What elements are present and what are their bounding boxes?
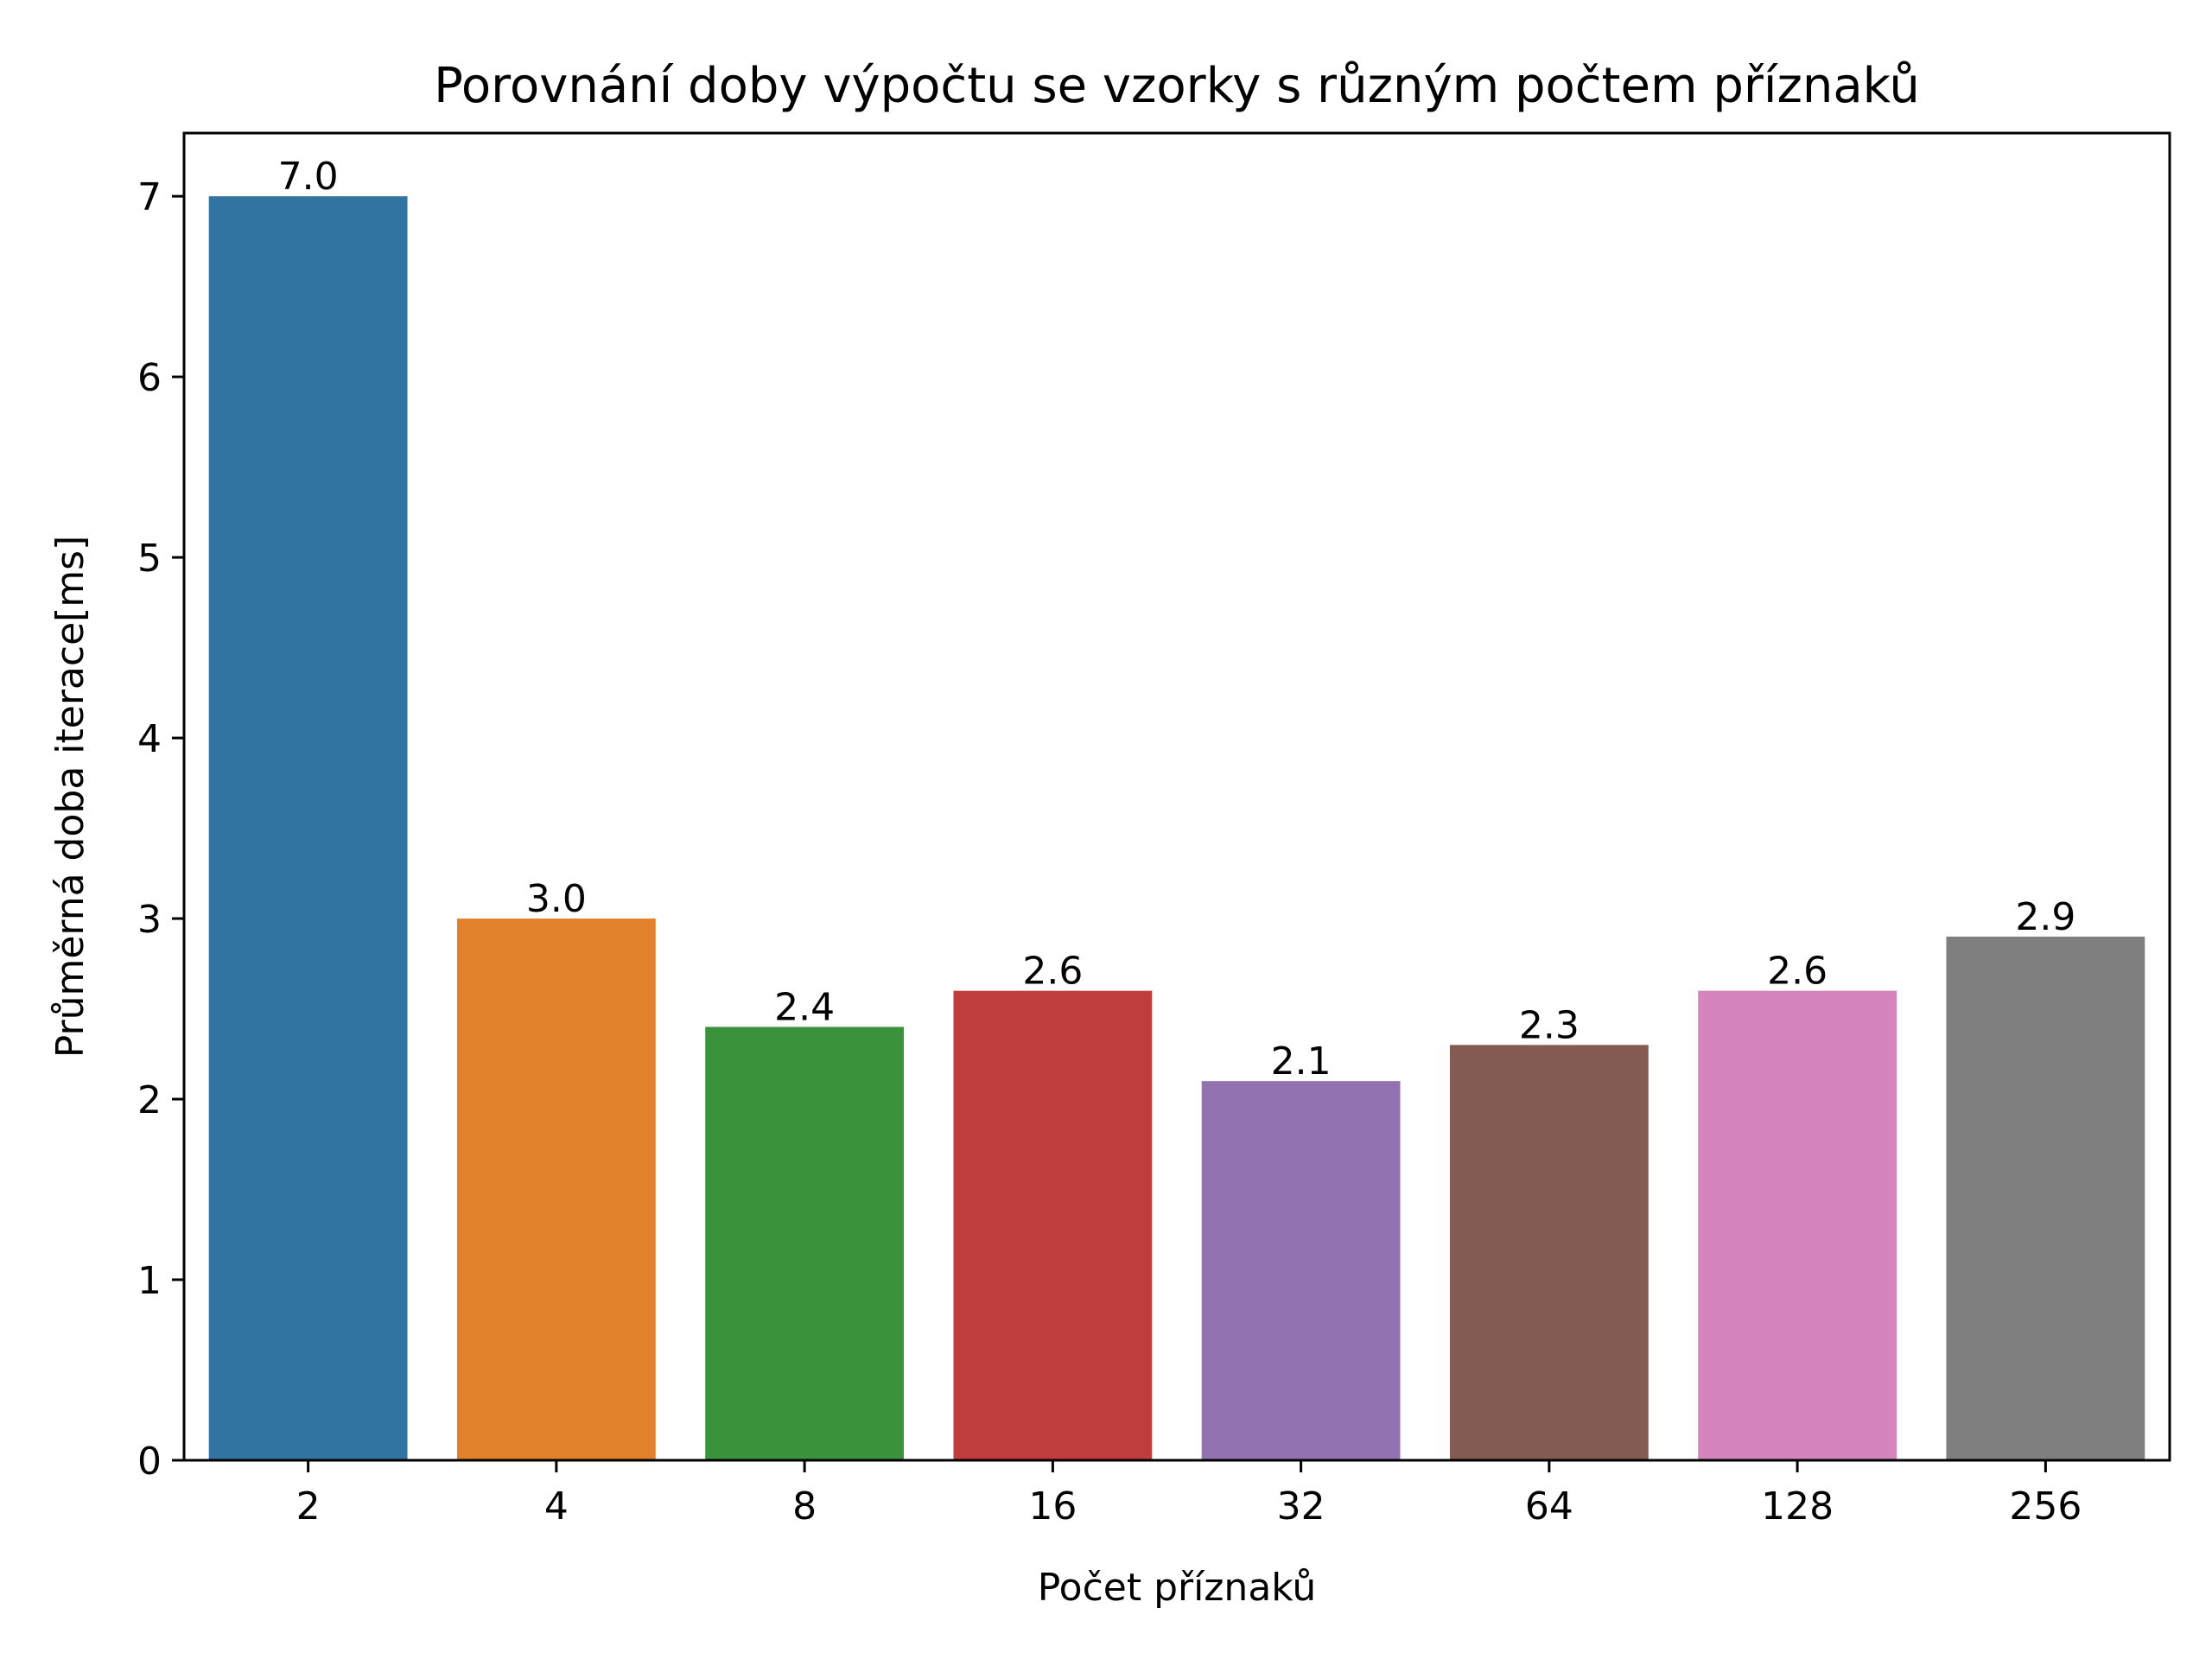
x-tick-label: 128 (1761, 1484, 1834, 1529)
value-label: 2.6 (1022, 950, 1083, 994)
value-label: 2.9 (2015, 895, 2075, 939)
x-tick-label: 32 (1277, 1484, 1325, 1529)
y-tick-label: 2 (137, 1078, 162, 1122)
y-tick-label: 1 (137, 1259, 162, 1303)
x-axis-label: Počet příznaků (1038, 1566, 1317, 1610)
y-tick-label: 7 (137, 175, 162, 219)
x-tick-label: 256 (2009, 1484, 2082, 1529)
value-label: 3.0 (526, 877, 587, 921)
value-label: 2.3 (1519, 1003, 1580, 1047)
x-tick-label: 8 (792, 1484, 817, 1529)
bar-2 (208, 196, 408, 1461)
bar-256 (1946, 936, 2145, 1460)
value-label: 7.0 (278, 155, 339, 199)
y-tick-label: 6 (137, 356, 162, 400)
bar-16 (953, 990, 1153, 1460)
value-label: 2.6 (1767, 950, 1827, 994)
bar-32 (1201, 1081, 1401, 1460)
x-tick-label: 2 (296, 1484, 321, 1529)
bar-8 (705, 1027, 905, 1460)
x-tick-label: 64 (1525, 1484, 1573, 1529)
y-axis-label: Průměrná doba iterace[ms] (48, 536, 92, 1058)
y-tick-label: 4 (137, 717, 162, 761)
value-label: 2.4 (774, 985, 835, 1029)
bar-4 (456, 918, 656, 1460)
y-tick-label: 5 (137, 537, 162, 581)
y-tick-label: 3 (137, 898, 162, 942)
bar-128 (1698, 990, 1897, 1460)
plot-frame (182, 131, 2171, 1462)
x-tick-label: 4 (544, 1484, 569, 1529)
bar-64 (1449, 1045, 1649, 1460)
value-label: 2.1 (1271, 1039, 1332, 1084)
chart-title: Porovnání doby výpočtu se vzorky s různý… (434, 58, 1920, 114)
x-tick-label: 16 (1028, 1484, 1077, 1529)
y-tick-label: 0 (137, 1440, 162, 1484)
